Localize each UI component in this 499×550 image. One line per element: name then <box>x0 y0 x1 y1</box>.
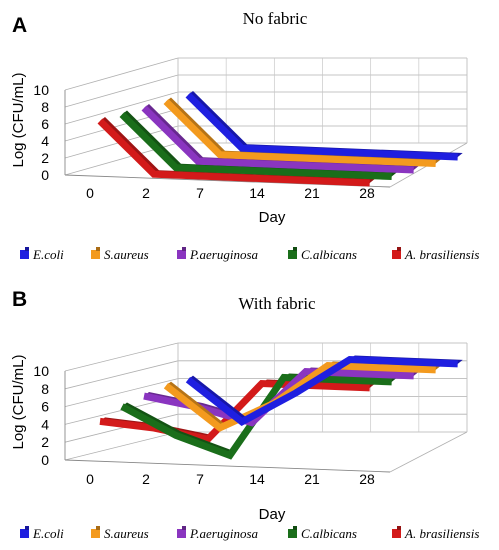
legend-swatch <box>91 529 100 538</box>
legend-swatch-depth <box>96 526 100 530</box>
y-tick-label: 10 <box>33 363 49 379</box>
legend-swatch <box>91 250 100 259</box>
legend-swatch-depth <box>25 526 29 530</box>
panel-letter: A <box>12 14 27 37</box>
chart-title: No fabric <box>243 9 308 28</box>
legend-swatch-depth <box>25 247 29 251</box>
x-tick-label: 14 <box>249 471 265 487</box>
legend-label: A. brasiliensis <box>404 526 479 541</box>
gridline <box>64 74 179 108</box>
y-tick-label: 4 <box>41 416 49 432</box>
x-tick-label: 14 <box>249 185 265 201</box>
legend-label: E.coli <box>32 247 64 262</box>
legend-label: S.aureus <box>104 247 149 262</box>
x-tick-label: 2 <box>142 185 150 201</box>
legend-label: S.aureus <box>104 526 149 541</box>
y-tick-label: 0 <box>41 167 49 183</box>
legend-label: E.coli <box>32 526 64 541</box>
x-axis <box>64 459 391 473</box>
y-tick-label: 6 <box>41 116 49 132</box>
x-tick-label: 7 <box>196 471 204 487</box>
x-tick-label: 28 <box>359 471 375 487</box>
legend-swatch <box>177 250 186 259</box>
y-tick-label: 10 <box>33 82 49 98</box>
series-line <box>163 361 436 432</box>
legend-swatch <box>20 529 29 538</box>
y-tick-label: 2 <box>41 434 49 450</box>
series-line <box>141 105 414 174</box>
chart-title: With fabric <box>238 294 316 313</box>
series-line <box>97 118 370 187</box>
legend-swatch-depth <box>397 247 401 251</box>
x-tick-label: 21 <box>304 471 320 487</box>
x-axis-label: Day <box>259 209 286 226</box>
x-tick-label: 21 <box>304 185 320 201</box>
x-tick-label: 2 <box>142 471 150 487</box>
y-tick-label: 0 <box>41 452 49 468</box>
legend-swatch-depth <box>96 247 100 251</box>
x-tick-label: 7 <box>196 185 204 201</box>
y-tick-label: 2 <box>41 150 49 166</box>
gridline <box>64 360 179 390</box>
y-tick-label: 8 <box>41 99 49 115</box>
legend-swatch-depth <box>293 526 297 530</box>
legend-swatch <box>392 529 401 538</box>
legend-label: C.albicans <box>301 526 357 541</box>
x-tick-label: 0 <box>86 471 94 487</box>
y-axis-label: Log (CFU/mL) <box>10 72 27 167</box>
y-tick-label: 4 <box>41 133 49 149</box>
y-tick-label: 6 <box>41 399 49 415</box>
gridline <box>64 413 179 443</box>
x-tick-label: 0 <box>86 185 94 201</box>
legend-swatch <box>20 250 29 259</box>
panel-b: 0 2 46 8 10 0 2 7 14 21 28 Day Log (CFU/mL) With fabr… <box>10 288 479 541</box>
x-axis-label: Day <box>259 506 286 523</box>
legend-swatch <box>288 529 297 538</box>
panel-letter: B <box>12 288 27 311</box>
series-line <box>163 99 436 167</box>
legend-swatch-depth <box>293 247 297 251</box>
legend-label: C.albicans <box>301 247 357 262</box>
legend-label: A. brasiliensis <box>404 247 479 262</box>
gridline <box>64 57 179 91</box>
legend-swatch-depth <box>182 526 186 530</box>
series-ribbon-top <box>188 91 463 157</box>
legend-label: P.aeruginosa <box>189 526 259 541</box>
series-line <box>119 112 392 180</box>
legend-swatch <box>177 529 186 538</box>
series-line <box>185 92 458 161</box>
gridline <box>64 431 179 461</box>
legend-swatch-depth <box>397 526 401 530</box>
y-tick-label: 8 <box>41 381 49 397</box>
legend-swatch <box>392 250 401 259</box>
gridline <box>64 91 179 125</box>
y-axis-label: Log (CFU/mL) <box>10 354 27 449</box>
axis-edge <box>389 431 468 473</box>
legend-swatch-depth <box>182 247 186 251</box>
gridline <box>64 378 179 407</box>
series-line <box>185 355 458 427</box>
x-tick-label: 28 <box>359 185 375 201</box>
legend-label: P.aeruginosa <box>189 247 259 262</box>
gridline <box>64 342 179 372</box>
legend-swatch <box>288 250 297 259</box>
